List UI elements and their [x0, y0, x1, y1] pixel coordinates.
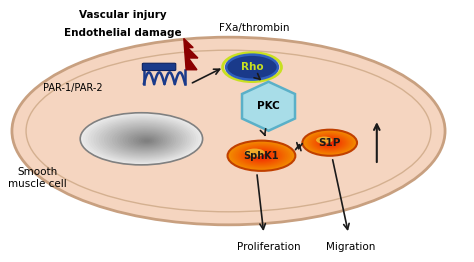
Ellipse shape — [238, 145, 285, 166]
Ellipse shape — [313, 135, 346, 151]
Ellipse shape — [125, 132, 165, 149]
Ellipse shape — [229, 141, 294, 170]
Ellipse shape — [304, 130, 356, 155]
Text: Proliferation: Proliferation — [237, 242, 301, 252]
Text: Smooth
muscle cell: Smooth muscle cell — [9, 167, 67, 189]
Ellipse shape — [236, 144, 287, 167]
Polygon shape — [184, 39, 198, 70]
Ellipse shape — [239, 146, 283, 166]
Ellipse shape — [12, 37, 445, 225]
Ellipse shape — [101, 122, 185, 157]
Ellipse shape — [96, 119, 190, 159]
Ellipse shape — [241, 147, 282, 165]
Ellipse shape — [228, 141, 295, 171]
Ellipse shape — [133, 135, 159, 146]
Ellipse shape — [328, 142, 331, 143]
Ellipse shape — [323, 139, 337, 146]
Ellipse shape — [246, 149, 277, 162]
Ellipse shape — [80, 113, 202, 165]
Ellipse shape — [326, 141, 334, 145]
Ellipse shape — [115, 127, 174, 152]
Ellipse shape — [318, 137, 342, 149]
Ellipse shape — [130, 134, 161, 147]
Ellipse shape — [248, 150, 275, 162]
Ellipse shape — [305, 131, 354, 155]
Ellipse shape — [320, 138, 339, 147]
Ellipse shape — [315, 135, 345, 150]
Text: Vascular injury: Vascular injury — [79, 10, 166, 20]
Ellipse shape — [319, 138, 341, 148]
Text: FXa/thrombin: FXa/thrombin — [219, 23, 290, 33]
Ellipse shape — [243, 148, 280, 164]
Ellipse shape — [260, 155, 263, 156]
Ellipse shape — [231, 142, 292, 169]
Ellipse shape — [256, 154, 266, 158]
Ellipse shape — [312, 134, 347, 151]
Ellipse shape — [117, 128, 172, 152]
Ellipse shape — [308, 132, 352, 153]
Text: Endothelial damage: Endothelial damage — [64, 28, 182, 38]
Ellipse shape — [253, 152, 270, 160]
Ellipse shape — [324, 140, 335, 145]
Ellipse shape — [99, 121, 187, 158]
Ellipse shape — [310, 134, 349, 152]
Ellipse shape — [85, 115, 198, 163]
Ellipse shape — [245, 149, 265, 157]
Text: PKC: PKC — [257, 101, 280, 111]
Ellipse shape — [91, 117, 194, 161]
Ellipse shape — [250, 150, 273, 161]
Ellipse shape — [93, 118, 191, 160]
Ellipse shape — [138, 137, 154, 144]
Ellipse shape — [309, 133, 350, 152]
Ellipse shape — [120, 129, 170, 151]
Ellipse shape — [251, 151, 272, 160]
Ellipse shape — [128, 133, 163, 148]
Ellipse shape — [302, 130, 357, 156]
Ellipse shape — [104, 123, 183, 156]
Ellipse shape — [307, 132, 353, 154]
Ellipse shape — [144, 139, 150, 142]
Ellipse shape — [233, 143, 290, 169]
Ellipse shape — [255, 153, 268, 159]
Ellipse shape — [88, 116, 196, 162]
Text: Migration: Migration — [326, 242, 375, 252]
Ellipse shape — [245, 148, 278, 163]
Text: S1P: S1P — [319, 138, 341, 148]
Ellipse shape — [83, 114, 201, 164]
Ellipse shape — [258, 154, 265, 157]
Ellipse shape — [123, 130, 167, 150]
Ellipse shape — [109, 125, 178, 154]
Ellipse shape — [327, 141, 332, 144]
Ellipse shape — [316, 137, 332, 144]
Ellipse shape — [141, 138, 152, 143]
Ellipse shape — [316, 136, 343, 149]
Text: PAR-1/PAR-2: PAR-1/PAR-2 — [43, 83, 102, 93]
Text: Rho: Rho — [241, 62, 264, 72]
Polygon shape — [242, 82, 295, 131]
Text: SphK1: SphK1 — [244, 151, 279, 161]
Ellipse shape — [112, 126, 176, 154]
Ellipse shape — [234, 144, 289, 168]
Ellipse shape — [321, 139, 338, 147]
Ellipse shape — [107, 124, 181, 155]
Ellipse shape — [226, 55, 278, 80]
FancyBboxPatch shape — [142, 63, 176, 70]
Ellipse shape — [136, 136, 156, 145]
